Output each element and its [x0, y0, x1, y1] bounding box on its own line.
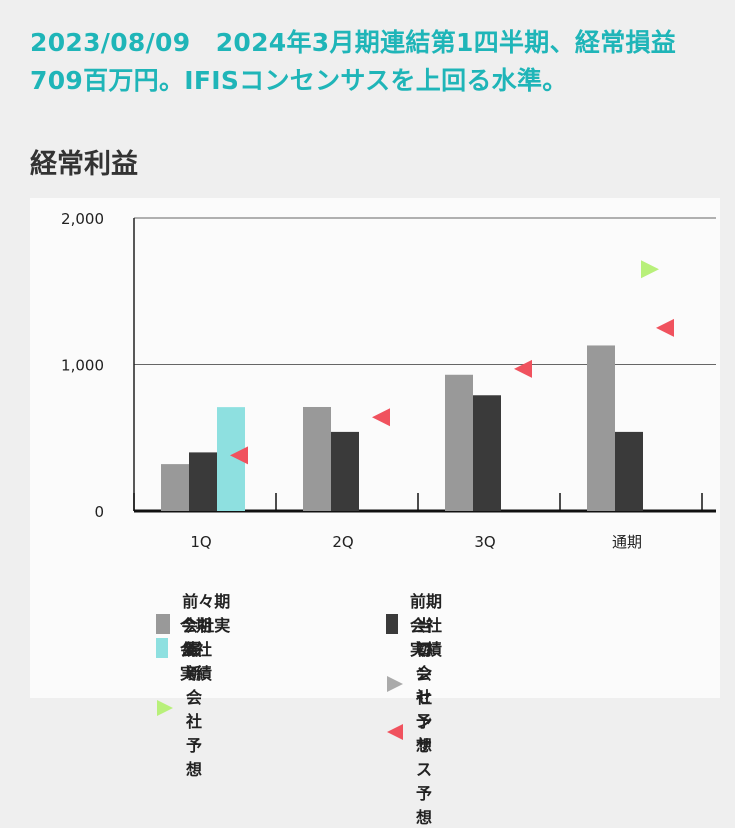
legend-swatch — [386, 614, 398, 634]
legend-label: 最新会社予想 — [186, 640, 203, 779]
legend-item: 前期会社実績 — [386, 588, 446, 660]
marker-consensus — [656, 318, 674, 337]
bar-prev2 — [445, 374, 473, 511]
bar-prev — [473, 395, 501, 511]
y-tick-label: 2,000 — [61, 210, 104, 228]
x-tick-label: 3Q — [474, 533, 495, 551]
legend-marker — [386, 722, 404, 742]
legend-swatch — [156, 638, 168, 658]
legend-item: 最新会社予想 — [156, 636, 216, 780]
legend-marker — [386, 674, 404, 694]
y-tick-label: 1,000 — [61, 357, 104, 375]
x-tick-label: 1Q — [190, 533, 211, 551]
legend-swatch — [156, 614, 171, 634]
chart-svg: 0 1,000 2,000 1Q 2Q 3Q 通期 — [61, 210, 716, 551]
bar-prev — [615, 431, 643, 511]
x-tick-label: 2Q — [332, 533, 353, 551]
legend-item: コンセンサス予想 — [386, 636, 446, 828]
chart-panel: 0 1,000 2,000 1Q 2Q 3Q 通期 前々期会社実績 前期会社実績 今期会社実績当… — [30, 198, 720, 827]
legend-item: 前々期会社実績 — [156, 588, 232, 660]
marker-consensus — [230, 446, 248, 465]
legend-label: 前々期会社実績 — [182, 592, 231, 659]
marker-latest — [641, 260, 659, 279]
bar-prev2 — [161, 464, 189, 511]
legend-label: 今期会社実績 — [180, 616, 213, 683]
headline: 2023/08/09 2024年3月期連結第1四半期、経常損益709百万円。IF… — [30, 28, 677, 95]
x-tick-label: 通期 — [612, 533, 642, 551]
bar-prev — [331, 431, 359, 511]
marker-consensus — [514, 359, 532, 378]
bar-prev — [189, 452, 217, 511]
legend-marker — [156, 698, 174, 718]
marker-consensus — [372, 408, 390, 427]
legend-label: コンセンサス予想 — [416, 640, 433, 827]
bar-prev2 — [303, 406, 331, 511]
legend-item: 今期会社実績 — [156, 612, 216, 684]
y-tick-label: 0 — [94, 503, 104, 521]
legend-label: 前期会社実績 — [410, 592, 443, 659]
section-title: 経常利益 — [30, 149, 138, 180]
bar-prev2 — [587, 345, 615, 511]
